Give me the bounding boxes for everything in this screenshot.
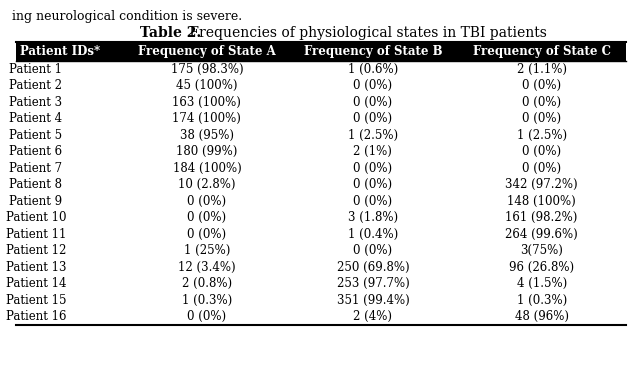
Text: 0 (0%): 0 (0%) xyxy=(522,162,561,175)
Text: Patient 15: Patient 15 xyxy=(6,294,66,307)
Text: Frequency of State B: Frequency of State B xyxy=(303,45,442,58)
Text: 1 (2.5%): 1 (2.5%) xyxy=(516,129,567,142)
Text: 0 (0%): 0 (0%) xyxy=(522,96,561,109)
Text: Patient 2: Patient 2 xyxy=(10,79,63,92)
Text: 1 (0.3%): 1 (0.3%) xyxy=(516,294,567,307)
Text: 163 (100%): 163 (100%) xyxy=(172,96,241,109)
Bar xyxy=(17,243,626,259)
Text: 45 (100%): 45 (100%) xyxy=(176,79,237,92)
Text: 1 (0.4%): 1 (0.4%) xyxy=(348,228,398,241)
Text: Patient 14: Patient 14 xyxy=(6,277,66,290)
Text: 0 (0%): 0 (0%) xyxy=(353,195,392,208)
Text: 351 (99.4%): 351 (99.4%) xyxy=(337,294,410,307)
Text: 10 (2.8%): 10 (2.8%) xyxy=(178,178,236,191)
Text: Patient 5: Patient 5 xyxy=(10,129,63,142)
Bar xyxy=(17,78,626,94)
Text: 3 (1.8%): 3 (1.8%) xyxy=(348,211,398,224)
Text: 0 (0%): 0 (0%) xyxy=(188,228,227,241)
Bar xyxy=(17,308,626,325)
Text: Patient 13: Patient 13 xyxy=(6,261,66,274)
Text: 0 (0%): 0 (0%) xyxy=(353,178,392,191)
Bar xyxy=(17,177,626,193)
Text: 1 (25%): 1 (25%) xyxy=(184,244,230,257)
Text: 184 (100%): 184 (100%) xyxy=(173,162,241,175)
Text: Patient 10: Patient 10 xyxy=(6,211,66,224)
Text: 0 (0%): 0 (0%) xyxy=(353,162,392,175)
Text: 0 (0%): 0 (0%) xyxy=(522,79,561,92)
Bar xyxy=(17,259,626,276)
Bar xyxy=(17,110,626,127)
Text: 48 (96%): 48 (96%) xyxy=(515,310,569,323)
Text: Frequency of State A: Frequency of State A xyxy=(138,45,276,58)
Text: 0 (0%): 0 (0%) xyxy=(188,310,227,323)
Text: 253 (97.7%): 253 (97.7%) xyxy=(337,277,410,290)
Text: 0 (0%): 0 (0%) xyxy=(353,96,392,109)
Text: 0 (0%): 0 (0%) xyxy=(353,112,392,125)
Bar xyxy=(17,209,626,226)
Text: 1 (2.5%): 1 (2.5%) xyxy=(348,129,398,142)
Text: 250 (69.8%): 250 (69.8%) xyxy=(337,261,409,274)
Text: 2 (1%): 2 (1%) xyxy=(353,145,392,158)
Text: 2 (4%): 2 (4%) xyxy=(353,310,392,323)
Text: 0 (0%): 0 (0%) xyxy=(188,195,227,208)
Text: Frequencies of physiological states in TBI patients: Frequencies of physiological states in T… xyxy=(186,26,547,40)
Text: 148 (100%): 148 (100%) xyxy=(508,195,576,208)
Text: Patient IDs*: Patient IDs* xyxy=(20,45,100,58)
Text: Patient 16: Patient 16 xyxy=(6,310,66,323)
Text: Patient 4: Patient 4 xyxy=(10,112,63,125)
Bar xyxy=(17,226,626,243)
Bar xyxy=(17,160,626,177)
Text: 4 (1.5%): 4 (1.5%) xyxy=(516,277,567,290)
Bar xyxy=(17,193,626,209)
Text: 38 (95%): 38 (95%) xyxy=(180,129,234,142)
Text: 0 (0%): 0 (0%) xyxy=(353,244,392,257)
Text: 1 (0.3%): 1 (0.3%) xyxy=(182,294,232,307)
Text: 2 (1.1%): 2 (1.1%) xyxy=(516,63,566,76)
Text: 342 (97.2%): 342 (97.2%) xyxy=(506,178,578,191)
Text: Patient 6: Patient 6 xyxy=(10,145,63,158)
Text: 180 (99%): 180 (99%) xyxy=(176,145,237,158)
Bar xyxy=(17,292,626,308)
Bar xyxy=(17,127,626,144)
Text: 3(75%): 3(75%) xyxy=(520,244,563,257)
Text: 175 (98.3%): 175 (98.3%) xyxy=(171,63,243,76)
Text: 0 (0%): 0 (0%) xyxy=(522,112,561,125)
Text: Patient 1: Patient 1 xyxy=(10,63,63,76)
Text: ing neurological condition is severe.: ing neurological condition is severe. xyxy=(12,10,243,23)
Bar xyxy=(17,276,626,292)
Bar xyxy=(17,94,626,110)
Bar xyxy=(17,144,626,160)
Text: 96 (26.8%): 96 (26.8%) xyxy=(509,261,574,274)
Text: 0 (0%): 0 (0%) xyxy=(522,145,561,158)
Text: 174 (100%): 174 (100%) xyxy=(172,112,241,125)
Text: Patient 8: Patient 8 xyxy=(10,178,63,191)
Bar xyxy=(17,61,626,78)
Text: Table 2.: Table 2. xyxy=(140,26,202,40)
Text: 1 (0.6%): 1 (0.6%) xyxy=(348,63,398,76)
Text: 161 (98.2%): 161 (98.2%) xyxy=(506,211,578,224)
Text: 2 (0.8%): 2 (0.8%) xyxy=(182,277,232,290)
Text: 264 (99.6%): 264 (99.6%) xyxy=(506,228,578,241)
Text: 12 (3.4%): 12 (3.4%) xyxy=(178,261,236,274)
Text: Patient 7: Patient 7 xyxy=(10,162,63,175)
Text: Patient 3: Patient 3 xyxy=(10,96,63,109)
Text: 0 (0%): 0 (0%) xyxy=(353,79,392,92)
Bar xyxy=(17,42,626,61)
Text: 0 (0%): 0 (0%) xyxy=(188,211,227,224)
Text: Patient 12: Patient 12 xyxy=(6,244,66,257)
Text: Frequency of State C: Frequency of State C xyxy=(473,45,611,58)
Text: Patient 9: Patient 9 xyxy=(10,195,63,208)
Text: Patient 11: Patient 11 xyxy=(6,228,66,241)
